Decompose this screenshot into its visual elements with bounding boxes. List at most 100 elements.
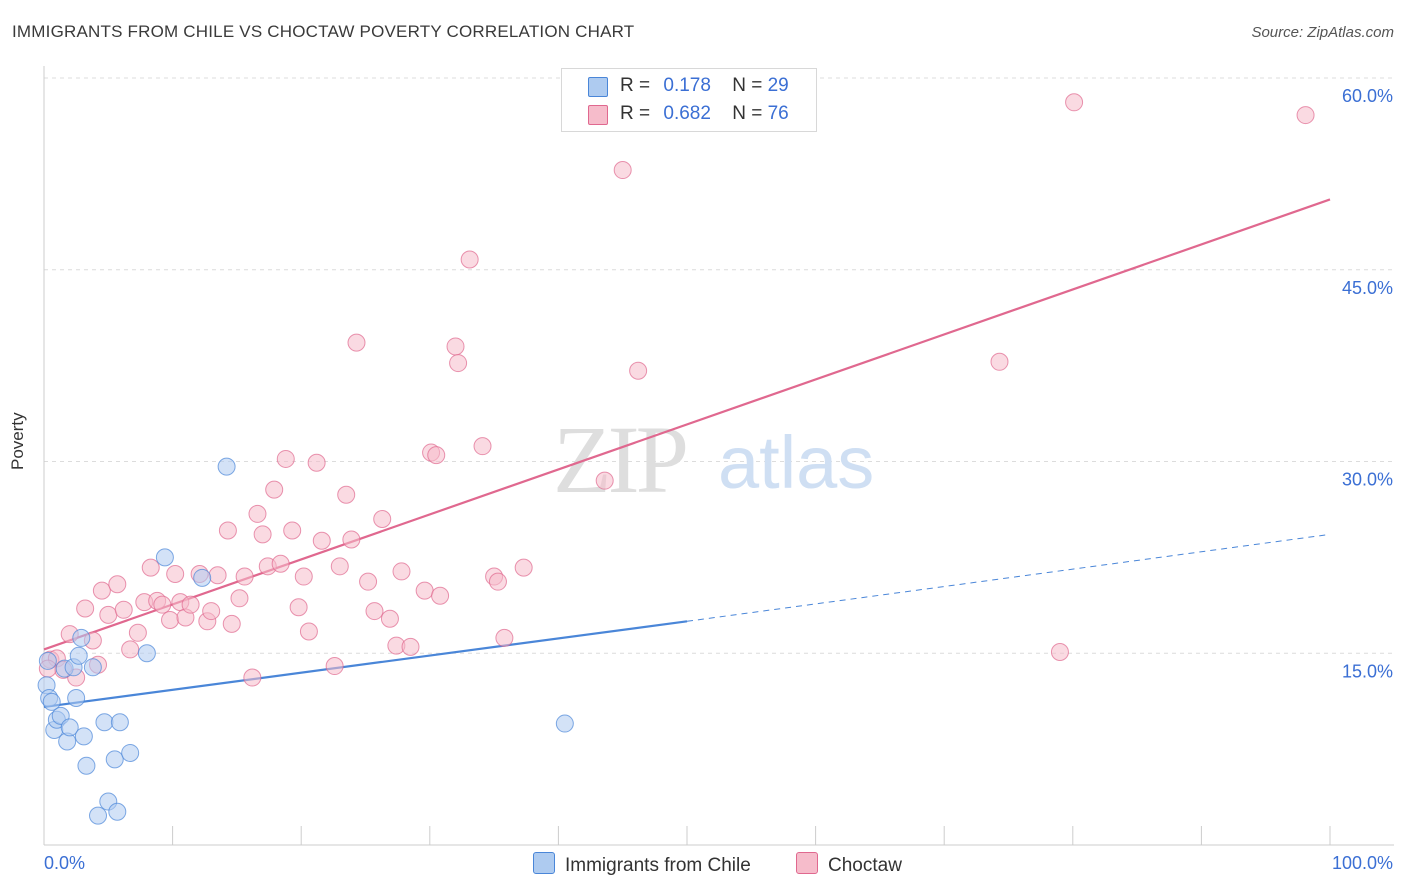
data-point	[373, 510, 392, 529]
data-point	[271, 554, 290, 573]
x-tick-label: 0.0%	[44, 853, 85, 873]
data-point	[488, 572, 507, 591]
data-point	[401, 637, 420, 656]
data-point	[1065, 93, 1084, 112]
data-point	[276, 449, 295, 468]
data-point	[1296, 106, 1315, 125]
data-point	[415, 581, 434, 600]
axes	[43, 66, 1394, 846]
data-point	[89, 806, 108, 825]
data-point	[460, 250, 479, 269]
data-point	[217, 457, 236, 476]
data-points	[37, 93, 1315, 825]
legend-swatch-chile	[588, 77, 608, 97]
data-point	[121, 640, 140, 659]
data-point	[218, 521, 237, 540]
data-point	[114, 600, 133, 619]
trend-lines	[43, 198, 1331, 709]
data-point	[155, 548, 174, 567]
data-point	[446, 337, 465, 356]
chart-title: IMMIGRANTS FROM CHILE VS CHOCTAW POVERTY…	[12, 22, 635, 41]
data-point	[307, 453, 326, 472]
data-point	[299, 622, 318, 641]
data-point	[74, 727, 93, 746]
data-point	[473, 437, 492, 456]
watermark-atlas: atlas	[718, 421, 874, 504]
data-point	[325, 657, 344, 676]
data-point	[105, 750, 124, 769]
data-point	[629, 361, 648, 380]
data-point	[359, 572, 378, 591]
legend-text-choctaw: R = 0.682 N = 76	[620, 103, 789, 125]
data-point	[449, 354, 468, 373]
data-point	[289, 598, 308, 617]
tick-labels: 15.0% 30.0% 45.0% 60.0% 0.0% 100.0%	[44, 86, 1393, 873]
data-point	[38, 651, 57, 670]
legend-text-chile: R = 0.178 N = 29	[620, 75, 789, 97]
data-point	[283, 521, 302, 540]
legend-item-chile: Immigrants from Chile	[533, 852, 751, 877]
data-point	[253, 525, 272, 544]
data-point	[235, 567, 254, 586]
data-point	[60, 718, 79, 737]
data-point	[431, 586, 450, 605]
legend-item-choctaw: Choctaw	[796, 852, 902, 877]
grid-lines	[44, 77, 1394, 654]
y-tick-label: 15.0%	[1342, 661, 1393, 681]
data-point	[595, 471, 614, 490]
legend-r-value: 0.178	[663, 75, 711, 96]
data-point	[76, 599, 95, 618]
source-label: Source: ZipAtlas.com	[1251, 24, 1394, 41]
data-point	[153, 595, 172, 614]
data-point	[137, 644, 156, 663]
trend-line-extrapolated	[686, 533, 1331, 622]
legend-r-label: R =	[620, 103, 651, 124]
legend-n-label: N =	[732, 75, 763, 96]
data-point	[230, 589, 249, 608]
legend-swatch-choctaw	[588, 105, 608, 125]
data-point	[92, 581, 111, 600]
data-point	[166, 564, 185, 583]
data-point	[128, 623, 147, 642]
data-point	[243, 668, 262, 687]
correlation-legend: R = 0.178 N = 29 R = 0.682 N = 76	[561, 68, 817, 132]
data-point	[72, 628, 91, 647]
trend-line	[43, 198, 1331, 651]
y-tick-label: 60.0%	[1342, 86, 1393, 106]
legend-n-value: 76	[767, 103, 789, 124]
data-point	[514, 558, 533, 577]
data-point	[392, 562, 411, 581]
legend-label-choctaw: Choctaw	[828, 855, 902, 876]
data-point	[69, 646, 88, 665]
data-point	[181, 595, 200, 614]
data-point	[42, 692, 61, 711]
data-point	[330, 557, 349, 576]
data-point	[67, 688, 86, 707]
data-point	[99, 605, 118, 624]
data-point	[380, 609, 399, 628]
data-point	[222, 614, 241, 633]
data-point	[1050, 642, 1069, 661]
data-point	[347, 333, 366, 352]
data-point	[365, 602, 384, 621]
data-point	[555, 714, 574, 733]
data-point	[208, 566, 227, 585]
x-tick-label: 100.0%	[1332, 853, 1393, 873]
legend-n-label: N =	[732, 103, 763, 124]
watermark-zip: ZIP	[553, 406, 686, 513]
data-point	[613, 161, 632, 180]
data-point	[294, 567, 313, 586]
data-point	[83, 658, 102, 677]
data-point	[342, 530, 361, 549]
data-point	[110, 713, 129, 732]
data-point	[427, 446, 446, 465]
data-point	[990, 352, 1009, 371]
data-point	[141, 558, 160, 577]
data-point	[77, 756, 96, 775]
data-point	[108, 802, 127, 821]
legend-r-value: 0.682	[663, 103, 711, 124]
legend-n-value: 29	[767, 75, 789, 96]
data-point	[337, 485, 356, 504]
trend-line	[43, 620, 688, 709]
